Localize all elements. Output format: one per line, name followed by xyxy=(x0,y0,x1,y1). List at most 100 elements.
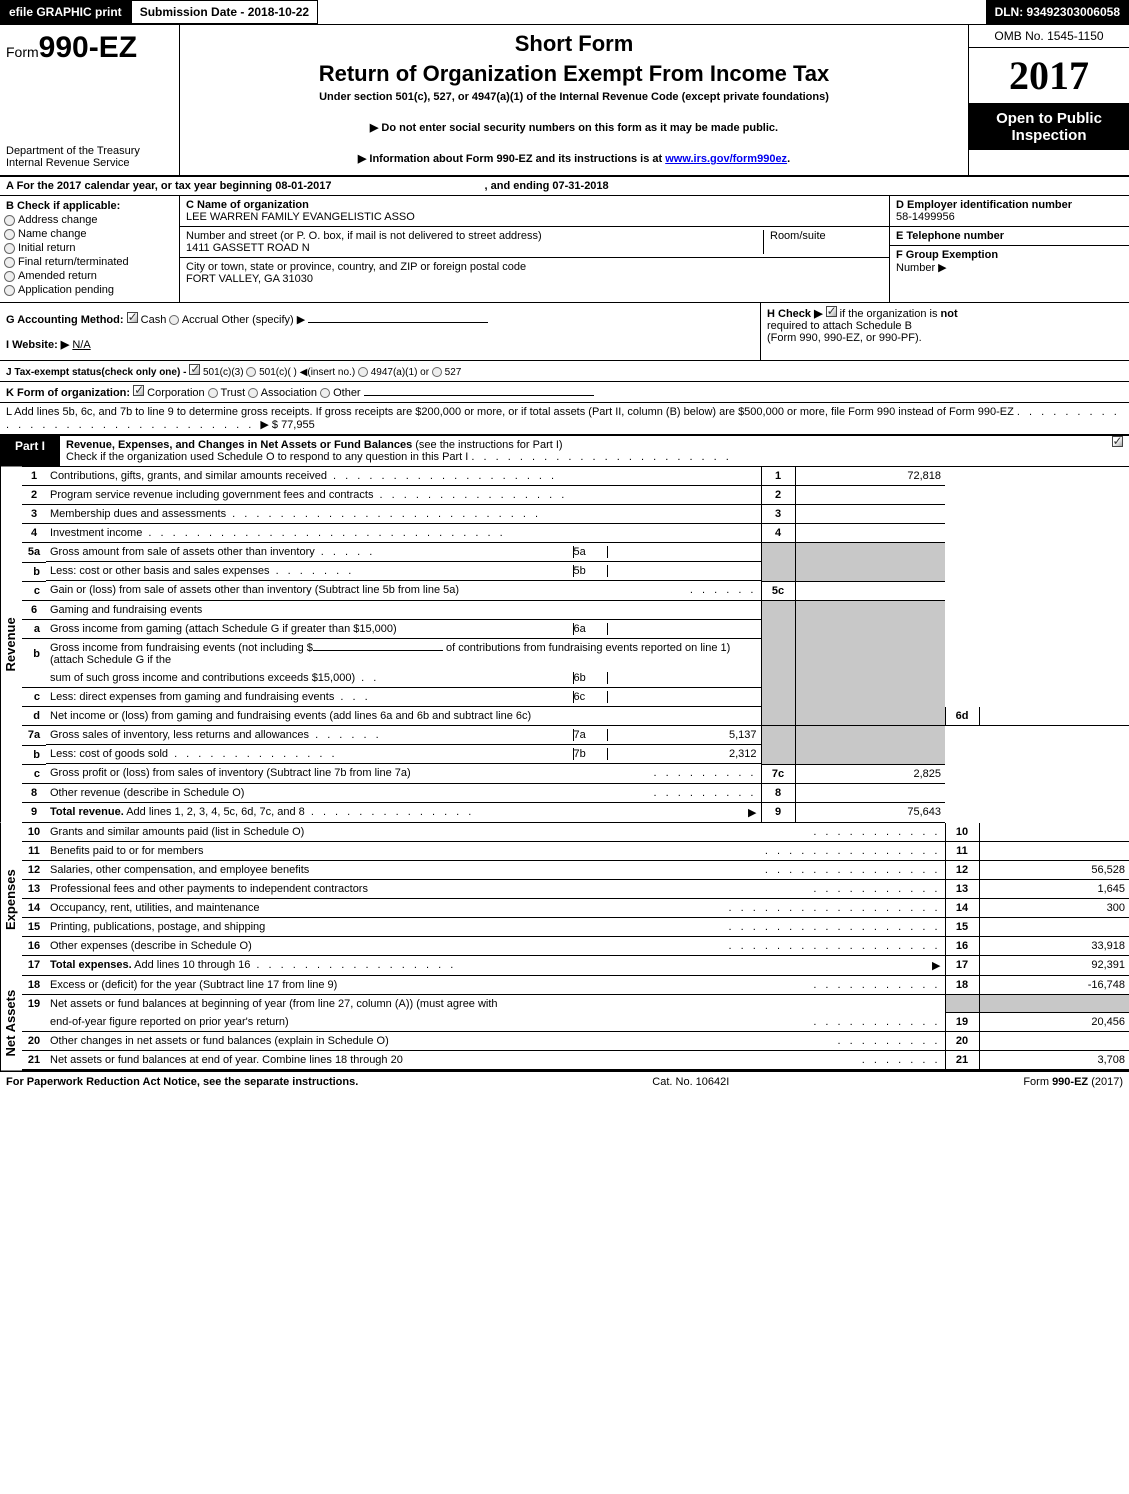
row-a: A For the 2017 calendar year, or tax yea… xyxy=(0,177,1129,196)
line-1: 1Contributions, gifts, grants, and simil… xyxy=(22,467,1129,486)
line-7a-desc: Gross sales of inventory, less returns a… xyxy=(50,729,309,741)
c-name-row: C Name of organization LEE WARREN FAMILY… xyxy=(180,196,889,227)
line-16-desc: Other expenses (describe in Schedule O) xyxy=(50,940,252,952)
open-line2: Inspection xyxy=(973,127,1125,144)
f-lbl: F Group Exemption xyxy=(896,249,998,261)
line-18-desc: Excess or (deficit) for the year (Subtra… xyxy=(50,979,337,991)
line-18-val: -16,748 xyxy=(979,976,1129,995)
chk-other[interactable] xyxy=(320,388,330,398)
chk-amended[interactable]: Amended return xyxy=(18,270,173,282)
footer-right-post: (2017) xyxy=(1088,1076,1123,1088)
col-b-check: B Check if applicable: Address change Na… xyxy=(0,196,180,302)
k-other: Other xyxy=(330,387,364,399)
subtitle-3-pre: ▶ Information about Form 990-EZ and its … xyxy=(358,153,665,165)
line-3-desc: Membership dues and assessments xyxy=(50,508,226,520)
g-cash: Cash xyxy=(138,314,170,326)
chk-4947[interactable] xyxy=(358,367,368,377)
line-21-desc: Net assets or fund balances at end of ye… xyxy=(50,1054,403,1066)
line-6b-pre: Gross income from fundraising events (no… xyxy=(50,642,313,654)
line-10-desc: Grants and similar amounts paid (list in… xyxy=(50,826,304,838)
chk-name-change[interactable]: Name change xyxy=(18,228,173,240)
j-txt: J Tax-exempt status(check only one) - xyxy=(6,367,189,378)
h-pre: H Check ▶ xyxy=(767,308,826,320)
a-end: 07-31-2018 xyxy=(552,180,608,192)
line-16: 16Other expenses (describe in Schedule O… xyxy=(22,936,1129,955)
line-6d-desc: Net income or (loss) from gaming and fun… xyxy=(46,707,761,726)
part1-title-rest: (see the instructions for Part I) xyxy=(412,439,562,451)
chk-address-change[interactable]: Address change xyxy=(18,214,173,226)
h-not: not xyxy=(941,308,958,320)
line-6c: cLess: direct expenses from gaming and f… xyxy=(22,688,1129,707)
footer-cat: Cat. No. 10642I xyxy=(652,1076,729,1088)
part1-title-bold: Revenue, Expenses, and Changes in Net As… xyxy=(66,439,412,451)
c-addr-lbl: Number and street (or P. O. box, if mail… xyxy=(186,230,763,242)
j-opt2: 501(c)( ) ◀(insert no.) xyxy=(256,367,358,378)
h-line3: (Form 990, 990-EZ, or 990-PF). xyxy=(767,332,1123,344)
line-16-val: 33,918 xyxy=(979,936,1129,955)
netassets-section: Net Assets 18Excess or (deficit) for the… xyxy=(0,976,1129,1071)
row-j: J Tax-exempt status(check only one) - 50… xyxy=(0,361,1129,382)
side-netassets: Net Assets xyxy=(0,976,22,1071)
chk-corp[interactable] xyxy=(133,385,144,396)
dln-label: DLN: 93492303006058 xyxy=(986,0,1129,24)
side-revenue: Revenue xyxy=(0,467,22,823)
revenue-section: Revenue 1Contributions, gifts, grants, a… xyxy=(0,467,1129,823)
line-5c-desc: Gain or (loss) from sale of assets other… xyxy=(50,584,459,596)
line-13-desc: Professional fees and other payments to … xyxy=(50,883,368,895)
line-10: 10Grants and similar amounts paid (list … xyxy=(22,823,1129,842)
line-3: 3Membership dues and assessments . . . .… xyxy=(22,505,1129,524)
line-20: 20Other changes in net assets or fund ba… xyxy=(22,1032,1129,1051)
chk-h[interactable] xyxy=(826,306,837,317)
line-7a: 7aGross sales of inventory, less returns… xyxy=(22,726,1129,746)
line-6-desc: Gaming and fundraising events xyxy=(46,600,761,619)
c-addr-row: Number and street (or P. O. box, if mail… xyxy=(180,227,889,258)
part1-txt: Revenue, Expenses, and Changes in Net As… xyxy=(60,436,1105,466)
line-8: 8Other revenue (describe in Schedule O) … xyxy=(22,783,1129,802)
expenses-table: 10Grants and similar amounts paid (list … xyxy=(22,823,1129,976)
header-bar: efile GRAPHIC print Submission Date - 20… xyxy=(0,0,1129,25)
chk-final-return[interactable]: Final return/terminated xyxy=(18,256,173,268)
chk-501c[interactable] xyxy=(246,367,256,377)
d-block: D Employer identification number 58-1499… xyxy=(890,196,1129,227)
line-14-val: 300 xyxy=(979,898,1129,917)
line-2-desc: Program service revenue including govern… xyxy=(50,489,373,501)
submission-date-label: Submission Date - 2018-10-22 xyxy=(131,0,318,24)
chk-assoc[interactable] xyxy=(248,388,258,398)
instructions-link[interactable]: www.irs.gov/form990ez xyxy=(665,153,787,165)
chk-cash[interactable] xyxy=(127,312,138,323)
d-val: 58-1499956 xyxy=(896,211,955,223)
a-mid: , and ending xyxy=(485,180,553,192)
chk-accrual[interactable] xyxy=(169,315,179,325)
main-title: Return of Organization Exempt From Incom… xyxy=(190,61,958,87)
chk-application-pending[interactable]: Application pending xyxy=(18,284,173,296)
dept-line1: Department of the Treasury xyxy=(6,145,173,157)
line-19b-desc: end-of-year figure reported on prior yea… xyxy=(50,1016,289,1028)
chk-527[interactable] xyxy=(432,367,442,377)
line-19b: end-of-year figure reported on prior yea… xyxy=(22,1013,1129,1032)
efile-print-button[interactable]: efile GRAPHIC print xyxy=(0,0,131,24)
title-middle-col: Short Form Return of Organization Exempt… xyxy=(180,25,969,175)
chk-initial-return[interactable]: Initial return xyxy=(18,242,173,254)
part1-header: Part I Revenue, Expenses, and Changes in… xyxy=(0,436,1129,467)
open-line1: Open to Public xyxy=(973,110,1125,127)
omb-number: OMB No. 1545-1150 xyxy=(969,25,1129,48)
part1-check-line: Check if the organization used Schedule … xyxy=(66,451,468,463)
line-19a: 19Net assets or fund balances at beginni… xyxy=(22,994,1129,1013)
dept-block: Department of the Treasury Internal Reve… xyxy=(6,145,173,169)
line-15: 15Printing, publications, postage, and s… xyxy=(22,917,1129,936)
line-7c-desc: Gross profit or (loss) from sales of inv… xyxy=(50,767,411,779)
h-block: H Check ▶ if the organization is not req… xyxy=(760,303,1129,360)
c-city-val: FORT VALLEY, GA 31030 xyxy=(186,273,883,285)
part1-checkbox[interactable] xyxy=(1112,436,1123,447)
side-expenses: Expenses xyxy=(0,823,22,976)
chk-501c3[interactable] xyxy=(189,364,200,375)
h-post: if the organization is xyxy=(840,308,941,320)
title-right-col: OMB No. 1545-1150 2017 Open to Public In… xyxy=(969,25,1129,175)
l-arrow: ▶ xyxy=(260,419,268,431)
line-8-desc: Other revenue (describe in Schedule O) xyxy=(50,787,244,799)
footer-right-pre: Form xyxy=(1023,1076,1052,1088)
line-6: 6Gaming and fundraising events xyxy=(22,600,1129,619)
chk-trust[interactable] xyxy=(208,388,218,398)
a-pre: A For the 2017 calendar year, or tax yea… xyxy=(6,180,275,192)
c-name-val: LEE WARREN FAMILY EVANGELISTIC ASSO xyxy=(186,211,883,223)
